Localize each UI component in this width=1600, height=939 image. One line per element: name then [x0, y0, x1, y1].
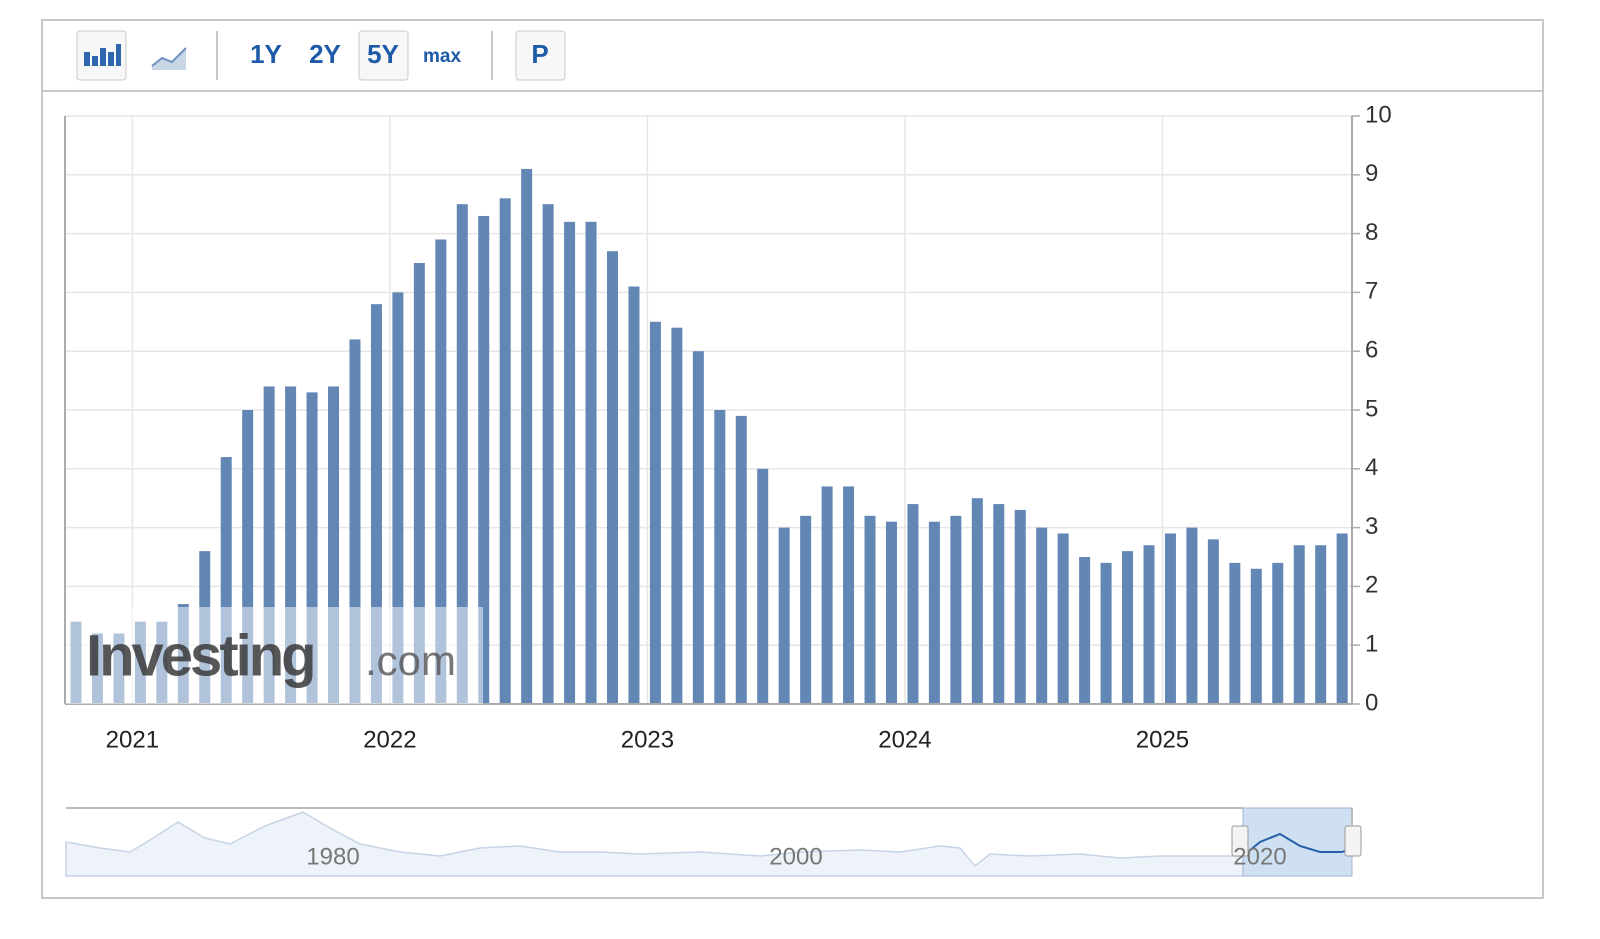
bar	[993, 504, 1005, 704]
bar	[1229, 562, 1241, 704]
bar-chart-button[interactable]	[76, 30, 127, 81]
watermark-brand: Investing	[86, 623, 314, 688]
bar	[1293, 545, 1305, 704]
x-tick-label: 2022	[363, 726, 416, 753]
bar	[456, 204, 468, 704]
navigator-label: 2020	[1233, 843, 1286, 870]
y-tick-label: 4	[1365, 454, 1378, 481]
bar	[499, 198, 511, 704]
line-chart-button[interactable]	[151, 47, 187, 70]
y-tick-label: 5	[1365, 395, 1378, 422]
bar	[220, 457, 232, 704]
bar	[1057, 533, 1069, 704]
bar	[800, 515, 812, 704]
bar	[1164, 533, 1176, 704]
bar	[950, 515, 962, 704]
bar	[757, 468, 769, 704]
y-tick-label: 0	[1365, 689, 1378, 716]
bar	[1186, 527, 1198, 704]
navigator	[65, 807, 1362, 877]
y-tick-label: 6	[1365, 337, 1378, 364]
bar	[843, 486, 855, 704]
bar	[607, 251, 618, 705]
bar	[1122, 551, 1134, 704]
bar	[328, 386, 340, 704]
bar	[735, 415, 747, 704]
bar	[671, 327, 683, 704]
bar	[370, 304, 382, 704]
bar	[542, 204, 554, 704]
bar	[649, 321, 661, 704]
bar	[628, 286, 640, 704]
bar	[1250, 568, 1262, 704]
range-button[interactable]: 2Y	[309, 39, 341, 69]
y-tick-label: 1	[1365, 631, 1378, 658]
bar	[413, 263, 425, 704]
bar	[885, 521, 897, 704]
bar	[349, 339, 361, 704]
x-tick-label: 2025	[1136, 726, 1189, 753]
watermark: Investing .com	[66, 607, 483, 704]
watermark-suffix: .com	[365, 637, 456, 684]
bar	[1036, 527, 1048, 704]
y-tick-label: 9	[1365, 160, 1378, 187]
bar	[1079, 557, 1091, 704]
navigator-label: 1980	[306, 843, 359, 870]
bar	[971, 498, 983, 704]
navigator-label: 2000	[769, 843, 822, 870]
bar	[392, 292, 404, 704]
p-button[interactable]: P	[531, 39, 548, 69]
bar	[1014, 509, 1026, 704]
x-tick-label: 2023	[621, 726, 674, 753]
y-tick-label: 8	[1365, 219, 1378, 246]
bar	[864, 515, 876, 704]
bar	[1143, 545, 1155, 704]
bar	[263, 386, 275, 704]
y-tick-label: 2	[1365, 572, 1378, 599]
bar	[714, 410, 726, 704]
bar	[435, 239, 447, 705]
bar	[778, 527, 790, 704]
y-tick-label: 10	[1365, 101, 1392, 128]
bar	[585, 221, 597, 704]
x-tick-label: 2024	[878, 726, 931, 753]
range-button[interactable]: 1Y	[250, 39, 282, 69]
bar	[821, 486, 833, 704]
bar	[928, 521, 940, 704]
bar	[1315, 545, 1327, 704]
bar	[1207, 539, 1219, 704]
range-button[interactable]: max	[423, 46, 461, 67]
bar	[1100, 562, 1112, 704]
x-tick-label: 2021	[106, 726, 159, 753]
p-button-bg	[515, 30, 566, 81]
active-range-bg	[358, 30, 409, 81]
bar	[1336, 533, 1348, 704]
bar	[242, 410, 254, 704]
bar	[692, 351, 704, 704]
bar	[564, 221, 576, 704]
y-tick-label: 7	[1365, 278, 1378, 305]
bar	[285, 386, 297, 704]
y-tick-label: 3	[1365, 513, 1378, 540]
bar	[306, 392, 318, 704]
bar	[521, 168, 533, 705]
bar	[478, 215, 490, 704]
bar	[907, 504, 919, 704]
range-button[interactable]: 5Y	[367, 39, 399, 69]
bar	[1272, 562, 1284, 704]
